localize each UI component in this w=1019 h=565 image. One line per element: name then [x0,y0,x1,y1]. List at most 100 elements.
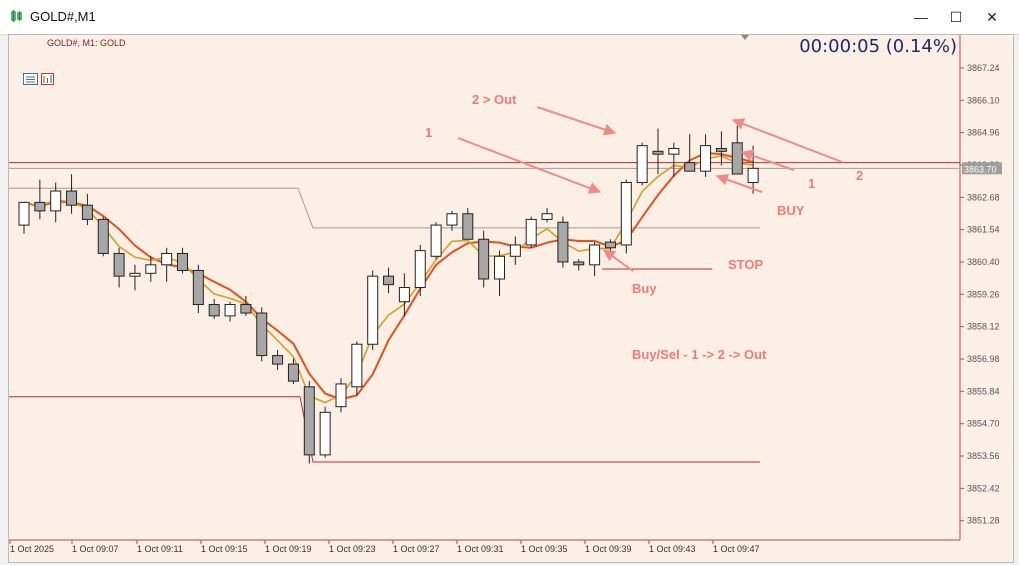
minimize-icon[interactable]: — [914,9,928,25]
price-tick-label: 3851.28 [967,516,1000,526]
candle-body [398,287,410,303]
time-tick-label: 1 Oct 2025 [10,544,54,554]
arrow-one-left [457,137,602,194]
candle-body [145,264,157,274]
candle-body [478,238,490,280]
annotation-two-out: 2 > Out [472,92,517,107]
candle-body [525,218,537,246]
current-price-label: 3863.70 [964,164,997,174]
time-tick-label: 1 Oct 09:15 [201,544,248,554]
candle-body [715,147,727,152]
price-tick-label: 3860.40 [967,257,1000,267]
candle-body [604,241,616,249]
arrow-two-right [731,118,843,163]
candle-body [383,275,395,286]
candle-body [192,269,204,306]
candle-body [367,275,379,345]
price-tick-label: 3866.10 [967,95,1000,105]
price-tick-label: 3864.96 [967,128,1000,138]
chart-symbol-label: GOLD#, M1: GOLD [47,38,126,48]
price-tick-label: 3852.42 [967,483,1000,493]
candle-body [18,201,30,226]
chart-candles-icon [11,10,22,22]
time-tick-label: 1 Oct 09:39 [585,544,632,554]
current-price-box [962,162,1002,175]
price-tick-label: 3855.84 [967,386,1000,396]
time-tick-label: 1 Oct 09:47 [713,544,760,554]
candle-body [731,142,743,175]
list-icon[interactable] [23,73,55,85]
candle-body [161,252,173,266]
candle-body [97,218,109,254]
arrow-buy-upper [715,173,763,193]
candle-body [541,213,553,220]
maximize-icon[interactable]: ☐ [949,9,963,25]
candle-body [573,261,585,266]
candle-body [81,204,93,220]
candle-body [208,304,220,317]
price-tick-label: 3862.68 [967,192,1000,202]
candle-body [509,244,521,257]
candle-body [50,190,62,212]
candle-body [129,272,141,277]
candle-body [700,145,712,172]
window-titlebar: GOLD#,M1 — ☐ ✕ [0,0,1019,35]
candle-body [351,343,363,388]
annotation-one-right: 1 [808,176,815,191]
time-tick-label: 1 Oct 09:19 [265,544,312,554]
candle-body [589,244,601,266]
price-tick-label: 3854.70 [967,419,1000,429]
time-tick-label: 1 Oct 09:27 [393,544,440,554]
candle-body [462,213,474,240]
time-tick-label: 1 Oct 09:23 [329,544,376,554]
candle-body [494,255,505,280]
time-tick-label: 1 Oct 09:11 [137,544,183,554]
candle-body [620,182,632,246]
candle-body [414,250,426,289]
price-tick-label: 3858.12 [967,322,1000,332]
candle-body [430,224,442,257]
arrow-buy-lower [603,249,634,272]
close-icon[interactable]: ✕ [986,9,998,25]
price-tick-label: 3856.98 [967,354,1000,364]
candle-body [113,252,125,277]
candle-body [668,147,680,155]
annotation-two-right: 2 [856,168,863,183]
arrow-one-right [740,149,795,171]
annotation-buy-lower: Buy [632,281,657,296]
annotation-stop: STOP [728,257,763,272]
candle-body [177,252,188,271]
candle-body [272,355,284,365]
time-tick-label: 1 Oct 09:35 [521,544,568,554]
candle-body [557,221,569,263]
price-tick-label: 3853.56 [967,451,1000,461]
candle-body [66,190,78,206]
time-tick-label: 1 Oct 09:31 [457,544,504,554]
window-title: GOLD#,M1 [30,9,96,24]
candle-body [446,213,458,226]
candle-body [287,363,299,382]
time-tick-label: 1 Oct 09:07 [72,544,119,554]
candle-body [34,201,46,212]
time-tick-label: 1 Oct 09:43 [649,544,696,554]
price-tick-label: 3861.54 [967,225,1000,235]
lower-stop-line [299,396,760,463]
candle-body [652,150,664,155]
candle-body [335,383,347,408]
candle-body [240,304,252,314]
candle-body [224,304,236,317]
price-tick-label: 3867.24 [967,63,1000,73]
candle-timer: 00:00:05 (0.14%) [799,36,957,57]
candle-body [319,411,331,456]
chart-area[interactable] [8,34,1014,563]
candle-body [636,145,648,184]
scroll-marker-icon [741,35,749,40]
candle-body [303,386,315,456]
candle-body [684,162,696,172]
candle-body [256,312,268,357]
annotation-one-left: 1 [425,125,432,140]
arrow-two-out [536,106,617,136]
price-tick-label: 3859.26 [967,289,1000,299]
candle-body [747,167,759,184]
